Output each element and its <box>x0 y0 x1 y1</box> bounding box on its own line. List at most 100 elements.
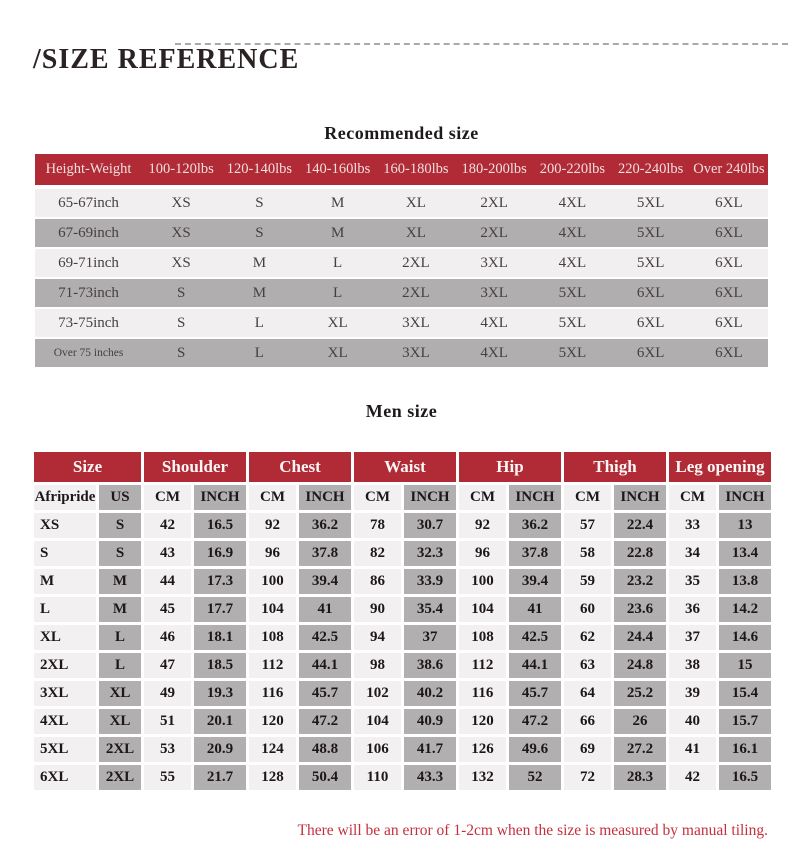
men-measure-cell: 16.5 <box>194 513 246 538</box>
men-measure-cell: 40 <box>669 709 716 734</box>
men-measure-cell: 55 <box>144 765 191 790</box>
men-measure-cell: 69 <box>564 737 611 762</box>
men-measure-cell: 35.4 <box>404 597 456 622</box>
size-value-cell: 4XL <box>558 194 587 211</box>
men-subheader-cell: Afripride <box>34 485 96 510</box>
men-measure-cell: 23.6 <box>614 597 666 622</box>
men-measure-cell: 110 <box>354 765 401 790</box>
men-measure-cell: 2XL <box>99 737 141 762</box>
recommended-row: 65-67inch XS S M XL 2XL 4XL 5XL 6XL <box>35 189 768 217</box>
men-measure-cell: 17.7 <box>194 597 246 622</box>
men-measure-cell: 42 <box>669 765 716 790</box>
men-measure-cell: 32.3 <box>404 541 456 566</box>
men-measure-cell: 46 <box>144 625 191 650</box>
men-measure-cell: 39.4 <box>299 569 351 594</box>
men-measure-cell: 132 <box>459 765 506 790</box>
men-measure-cell: 33.9 <box>404 569 456 594</box>
recommended-row: 69-71inch XS M L 2XL 3XL 4XL 5XL 6XL <box>35 249 768 277</box>
men-measure-cell: M <box>99 597 141 622</box>
size-value-cell: L <box>254 314 264 331</box>
men-measure-cell: 116 <box>459 681 506 706</box>
size-value-cell: 4XL <box>558 254 587 271</box>
size-value-cell: 5XL <box>558 284 587 301</box>
men-measure-cell: 49.6 <box>509 737 561 762</box>
men-measure-cell: 49 <box>144 681 191 706</box>
men-subheader-cell: INCH <box>509 485 561 510</box>
size-value-cell: S <box>176 284 186 301</box>
recommended-header-row: Height-Weight 100-120lbs 120-140lbs 140-160… <box>35 154 768 185</box>
men-measure-cell: 37 <box>669 625 716 650</box>
men-measure-cell: 27.2 <box>614 737 666 762</box>
size-value-cell: 3XL <box>402 314 430 331</box>
men-size-label: 2XL <box>34 653 96 678</box>
recommended-row: 71-73inch S M L 2XL 3XL 5XL 6XL 6XL <box>35 279 768 307</box>
recommended-column-header: Height-Weight <box>45 161 132 177</box>
size-value-cell: L <box>333 284 343 301</box>
men-measure-cell: S <box>99 541 141 566</box>
size-value-cell: XL <box>405 194 426 211</box>
size-value-cell: 6XL <box>715 224 743 241</box>
men-measure-cell: 106 <box>354 737 401 762</box>
size-value-cell: 6XL <box>715 194 743 211</box>
size-value-cell: 5XL <box>636 194 665 211</box>
men-measure-cell: L <box>99 653 141 678</box>
height-range-label: 67-69inch <box>58 224 119 241</box>
men-measure-cell: 23.2 <box>614 569 666 594</box>
size-value-cell: 6XL <box>715 344 743 361</box>
recommended-size-title: Recommended size <box>324 123 479 143</box>
men-measure-cell: 36 <box>669 597 716 622</box>
men-group-header: Thigh <box>564 452 666 482</box>
men-measure-cell: L <box>99 625 141 650</box>
recommended-column-header: 220-240lbs <box>618 161 684 177</box>
men-measure-cell: 18.1 <box>194 625 246 650</box>
men-measure-cell: 20.9 <box>194 737 246 762</box>
men-measure-cell: 48.8 <box>299 737 351 762</box>
men-measure-cell: M <box>99 569 141 594</box>
men-measure-cell: 120 <box>459 709 506 734</box>
men-size-title: Men size <box>365 401 438 421</box>
men-measure-cell: 112 <box>249 653 296 678</box>
men-measure-cell: 16.1 <box>719 737 771 762</box>
men-subheader-cell: INCH <box>299 485 351 510</box>
men-measure-cell: 21.7 <box>194 765 246 790</box>
size-value-cell: 5XL <box>558 314 587 331</box>
size-value-cell: 2XL <box>402 254 430 271</box>
men-measure-cell: 50.4 <box>299 765 351 790</box>
size-value-cell: 4XL <box>558 224 587 241</box>
men-size-label: L <box>34 597 96 622</box>
size-value-cell: 6XL <box>636 314 665 331</box>
men-measure-cell: 41.7 <box>404 737 456 762</box>
men-subheader-cell: US <box>99 485 141 510</box>
men-measure-cell: 15.4 <box>719 681 771 706</box>
men-measure-cell: 2XL <box>99 765 141 790</box>
men-subheader-cell: INCH <box>404 485 456 510</box>
size-value-cell: 6XL <box>636 344 665 361</box>
men-subheader-cell: CM <box>144 485 191 510</box>
size-value-cell: 4XL <box>480 344 508 361</box>
recommended-row: 73-75inch S L XL 3XL 4XL 5XL 6XL 6XL <box>35 309 768 337</box>
men-size-label: 6XL <box>34 765 96 790</box>
men-measure-cell: S <box>99 513 141 538</box>
men-group-header: Chest <box>249 452 351 482</box>
men-measure-cell: 22.8 <box>614 541 666 566</box>
men-measure-cell: XL <box>99 681 141 706</box>
height-range-label: 65-67inch <box>58 194 119 211</box>
recommended-row: 67-69inch XS S M XL 2XL 4XL 5XL 6XL <box>35 219 768 247</box>
men-subheader-cell: CM <box>249 485 296 510</box>
men-measure-cell: 35 <box>669 569 716 594</box>
men-group-header: Leg opening <box>669 452 771 482</box>
men-measure-cell: 20.1 <box>194 709 246 734</box>
men-subheader-cell: CM <box>354 485 401 510</box>
men-group-header: Hip <box>459 452 561 482</box>
men-measure-cell: 126 <box>459 737 506 762</box>
men-measure-cell: 39.4 <box>509 569 561 594</box>
men-size-label: M <box>34 569 96 594</box>
men-subheader-cell: INCH <box>614 485 666 510</box>
men-measure-cell: 47.2 <box>509 709 561 734</box>
men-measure-cell: 37.8 <box>299 541 351 566</box>
men-measure-cell: 102 <box>354 681 401 706</box>
men-measure-cell: 100 <box>459 569 506 594</box>
size-value-cell: 5XL <box>636 254 665 271</box>
men-measure-cell: 47.2 <box>299 709 351 734</box>
